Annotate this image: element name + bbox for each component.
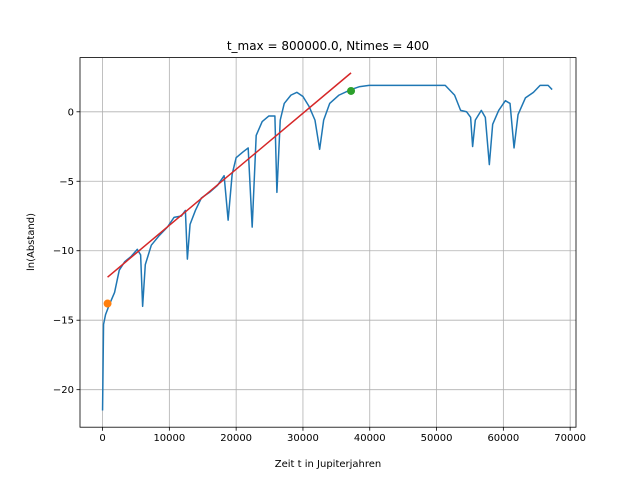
y-tick-label: −20 [53,385,74,396]
marker [347,86,356,95]
marker [103,299,112,308]
x-tick-label: 30000 [287,433,319,444]
y-tick-label: −5 [59,177,74,188]
y-tick-label: 0 [68,107,74,118]
chart-title: t_max = 800000.0, Ntimes = 400 [227,39,429,53]
plot-frame [79,57,577,428]
x-tick-label: 50000 [421,433,453,444]
x-tick-label: 20000 [220,433,252,444]
x-tick-label: 10000 [153,433,185,444]
x-tick-label: 60000 [487,433,519,444]
x-tick-label: 40000 [354,433,386,444]
line [107,72,352,278]
y-tick-label: −10 [53,246,74,257]
x-tick-label: 0 [99,433,105,444]
x-axis-label: Zeit t in Jupiterjahren [275,459,382,470]
x-tick-label: 70000 [554,433,586,444]
line [101,84,553,411]
y-tick-label: −15 [53,316,74,327]
y-axis-label: ln(Abstand) [26,213,37,271]
